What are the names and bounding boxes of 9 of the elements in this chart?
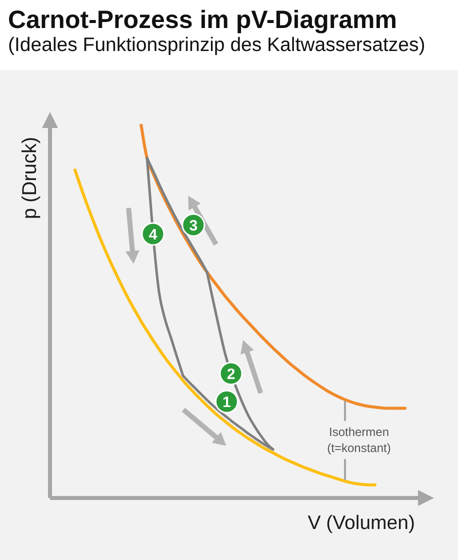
series-label: 1	[222, 394, 231, 412]
chart-title: Carnot-Prozess im pV-Diagramm	[8, 5, 397, 35]
annotation: Isothermen (t=konstant)	[326, 424, 392, 456]
series-label: 2	[226, 366, 236, 383]
x-axis-title: V (Volumen)	[308, 511, 415, 535]
chart-subtitle: (Ideales Funktionsprinzip des Kaltwassersatzes)	[8, 34, 426, 57]
series-label: 4	[148, 226, 158, 244]
series-label: 3	[189, 218, 198, 234]
y-axis-title: p (Druck)	[18, 136, 42, 222]
